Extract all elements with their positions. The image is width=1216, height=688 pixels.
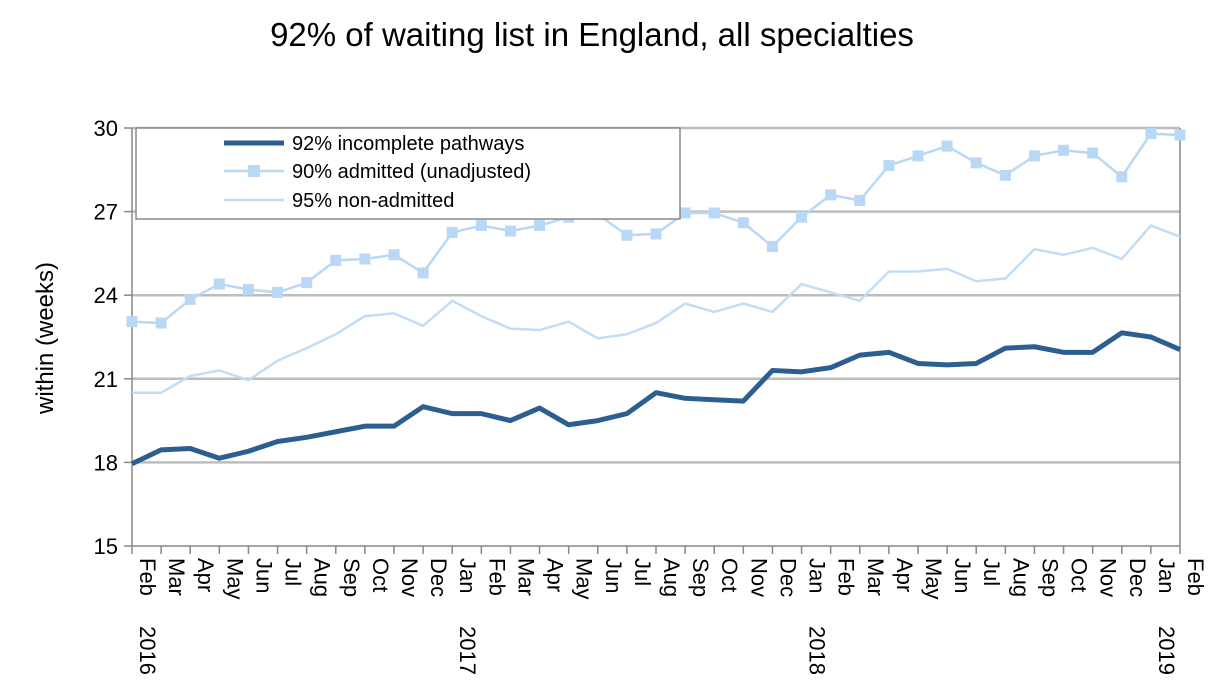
x-year-label: 2017	[455, 626, 480, 675]
data-point-marker	[301, 277, 313, 289]
x-tick-label: Jan	[1154, 558, 1179, 593]
data-point-marker	[621, 229, 633, 241]
x-tick-label: Feb	[484, 558, 509, 596]
x-tick-label: Mar	[164, 558, 189, 596]
x-tick-label: Nov	[746, 558, 771, 597]
data-point-marker	[737, 217, 749, 229]
x-tick-label: Sep	[1037, 558, 1062, 597]
x-tick-label: May	[572, 558, 597, 600]
data-point-marker	[766, 240, 778, 252]
x-tick-label: Nov	[1096, 558, 1121, 597]
data-point-marker	[796, 211, 808, 223]
series-line-2	[132, 224, 1181, 394]
x-tick-label: Jul	[281, 558, 306, 586]
data-point-marker	[417, 267, 429, 279]
y-tick-label: 15	[94, 534, 118, 559]
legend-label-0: 92% incomplete pathways	[292, 133, 524, 155]
series-group	[126, 128, 1186, 467]
x-tick-label: Nov	[397, 558, 422, 597]
y-tick-label: 21	[94, 367, 118, 392]
x-tick-label: Oct	[368, 558, 393, 592]
data-point-marker	[155, 317, 167, 329]
x-tick-label: Aug	[659, 558, 684, 597]
y-tick-labels: 15 18 21 24 27 30	[94, 116, 118, 559]
data-point-marker	[359, 253, 371, 265]
x-tick-label: Oct	[717, 558, 742, 592]
x-year-label: 2016	[135, 626, 160, 675]
x-tick-label: Oct	[1067, 558, 1092, 592]
x-tick-label: Dec	[1125, 558, 1150, 597]
data-point-marker	[970, 157, 982, 169]
legend-label-1: 90% admitted (unadjusted)	[292, 161, 531, 183]
x-tick-label: Feb	[834, 558, 859, 596]
x-tick-label: Apr	[543, 558, 568, 592]
data-point-marker	[184, 293, 196, 305]
x-tick-label: Sep	[339, 558, 364, 597]
data-point-marker	[941, 140, 953, 152]
data-point-marker	[912, 150, 924, 162]
chart-title: 92% of waiting list in England, all spec…	[270, 16, 914, 53]
x-tick-label: Feb	[1183, 558, 1208, 596]
legend-label-2: 95% non-admitted	[292, 190, 454, 212]
x-tick-labels: Feb Mar Apr May Jun Jul Aug Sep Oct Nov Dec Jan Feb M…	[135, 558, 1208, 675]
x-tick-label: Jan	[455, 558, 480, 593]
x-tick-label: Mar	[513, 558, 538, 596]
data-point-marker	[475, 220, 487, 232]
x-tick-label: Feb	[135, 558, 160, 596]
data-point-marker	[126, 316, 138, 328]
series-line-0	[130, 330, 1181, 467]
x-year-label: 2018	[805, 626, 830, 675]
data-point-marker	[1087, 147, 1099, 159]
y-tick-label: 24	[94, 283, 118, 308]
x-tick-label: Apr	[892, 558, 917, 592]
y-tick-label: 30	[94, 116, 118, 141]
x-tick-label: May	[222, 558, 247, 600]
data-point-marker	[1145, 128, 1157, 140]
data-point-marker	[1116, 171, 1128, 183]
x-tick-label: May	[921, 558, 946, 600]
data-point-marker	[388, 249, 400, 261]
x-tick-label: Dec	[426, 558, 451, 597]
data-point-marker	[446, 227, 458, 238]
data-point-marker	[242, 284, 254, 296]
y-axis-label: within (weeks)	[32, 262, 59, 415]
x-tick-label: Jun	[950, 558, 975, 593]
data-point-marker	[1058, 144, 1070, 156]
y-tick-label: 27	[94, 200, 118, 225]
data-point-marker	[825, 189, 837, 201]
data-point-marker	[854, 194, 866, 206]
data-point-marker	[679, 207, 691, 219]
x-year-label: 2019	[1154, 626, 1179, 675]
x-tick-label: Jul	[979, 558, 1004, 586]
data-point-marker	[650, 228, 662, 240]
data-point-marker	[330, 254, 342, 266]
data-point-marker	[1174, 129, 1186, 141]
x-tick-label: Aug	[310, 558, 335, 597]
data-point-marker	[883, 160, 895, 172]
x-tick-label: Mar	[863, 558, 888, 596]
x-tick-label: Dec	[775, 558, 800, 597]
data-point-marker	[504, 225, 516, 237]
x-tick-label: Sep	[688, 558, 713, 597]
x-tick-label: Jan	[805, 558, 830, 593]
x-tick-label: Jun	[251, 558, 276, 593]
x-tick-label: Aug	[1008, 558, 1033, 597]
x-tick-label: Jun	[601, 558, 626, 593]
data-point-marker	[534, 220, 546, 232]
data-point-marker	[1028, 150, 1040, 162]
x-tick-label: Apr	[193, 558, 218, 592]
legend: 92% incomplete pathways 90% admitted (una…	[135, 127, 681, 220]
x-tick-label: Jul	[630, 558, 655, 586]
data-point-marker	[708, 207, 720, 219]
y-tick-label: 18	[94, 450, 118, 475]
axes	[124, 127, 1181, 554]
legend-marker-1	[248, 165, 260, 177]
data-point-marker	[999, 169, 1011, 181]
data-point-marker	[272, 286, 284, 298]
data-point-marker	[213, 278, 225, 290]
